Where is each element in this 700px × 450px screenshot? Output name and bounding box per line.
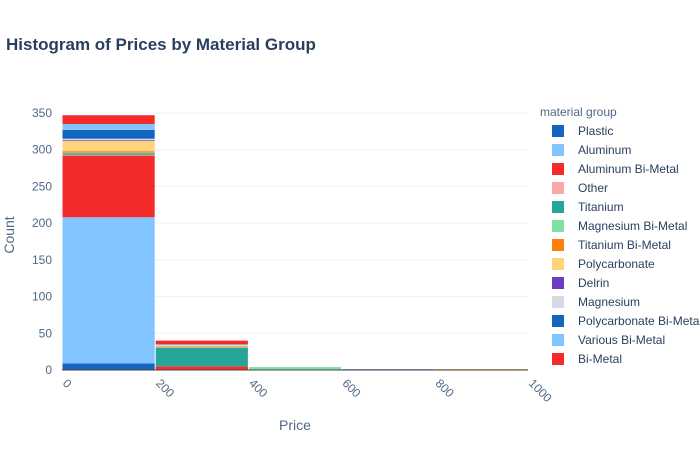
bar-segment (62, 217, 155, 364)
legend-label: Titanium Bi-Metal (578, 238, 671, 252)
bar-segment (248, 367, 342, 370)
legend-label: Polycarbonate (578, 257, 655, 271)
x-tick-label: 1000 (526, 376, 555, 405)
legend-swatch (552, 353, 564, 365)
y-tick-label: 350 (32, 106, 52, 120)
bar-segment (62, 140, 155, 152)
y-tick-label: 250 (32, 179, 52, 193)
bar-segment (62, 154, 155, 156)
x-tick-label: 200 (153, 376, 177, 400)
bar-segment (62, 140, 155, 141)
x-axis-title: Price (279, 417, 311, 433)
bar-segment (62, 138, 155, 141)
bar-segment (62, 155, 155, 218)
legend-label: Delrin (578, 276, 609, 290)
legend-label: Aluminum (578, 143, 631, 157)
legend-swatch (552, 182, 564, 194)
legend-swatch (552, 220, 564, 232)
legend-label: Titanium (578, 200, 624, 214)
bar-segment (155, 347, 248, 349)
legend-swatch (552, 125, 564, 137)
x-tick-label: 800 (433, 376, 457, 400)
legend: material group Plastic Aluminum Aluminum B… (540, 105, 700, 366)
bar-segment (155, 345, 248, 347)
bar-segment (62, 152, 155, 154)
legend-title: material group (540, 105, 617, 119)
y-tick-label: 100 (32, 290, 52, 304)
legend-label: Magnesium (578, 295, 640, 309)
legend-swatch (552, 334, 564, 346)
legend-swatch (552, 239, 564, 251)
y-tick-label: 200 (32, 216, 52, 230)
legend-swatch (552, 315, 564, 327)
legend-swatch (552, 201, 564, 213)
x-tick-label: 600 (339, 376, 363, 400)
legend-label: Various Bi-Metal (578, 333, 665, 347)
bar-segment (62, 153, 155, 155)
bar-segment (155, 344, 248, 346)
legend-swatch (552, 296, 564, 308)
x-tick-label: 400 (246, 376, 270, 400)
legend-label: Polycarbonate Bi-Metal (578, 314, 700, 328)
legend-swatch (552, 144, 564, 156)
bar-segment (155, 345, 248, 346)
bar-segment (62, 124, 155, 130)
y-tick-label: 0 (45, 363, 52, 377)
legend-swatch (552, 163, 564, 175)
legend-label: Other (578, 181, 608, 195)
y-tick-label: 300 (32, 143, 52, 157)
legend-swatch (552, 258, 564, 270)
bar-segment (155, 346, 248, 348)
y-axis-title: Count (1, 216, 17, 253)
bar-segment (62, 129, 155, 139)
legend-label: Bi-Metal (578, 352, 622, 366)
y-tick-label: 50 (39, 326, 53, 340)
bar-segment (155, 366, 248, 370)
bar-segment (155, 340, 248, 345)
bar-segment (62, 115, 155, 125)
y-tick-label: 150 (32, 253, 52, 267)
bars-group (62, 115, 528, 371)
bar-segment (62, 363, 155, 370)
legend-label: Plastic (578, 124, 613, 138)
legend-label: Aluminum Bi-Metal (578, 162, 679, 176)
chart-title: Histogram of Prices by Material Group (6, 35, 316, 54)
legend-swatch (552, 277, 564, 289)
bar-segment (155, 347, 248, 367)
legend-label: Magnesium Bi-Metal (578, 219, 687, 233)
bar-segment (62, 151, 155, 153)
x-tick-label: 0 (60, 376, 75, 391)
